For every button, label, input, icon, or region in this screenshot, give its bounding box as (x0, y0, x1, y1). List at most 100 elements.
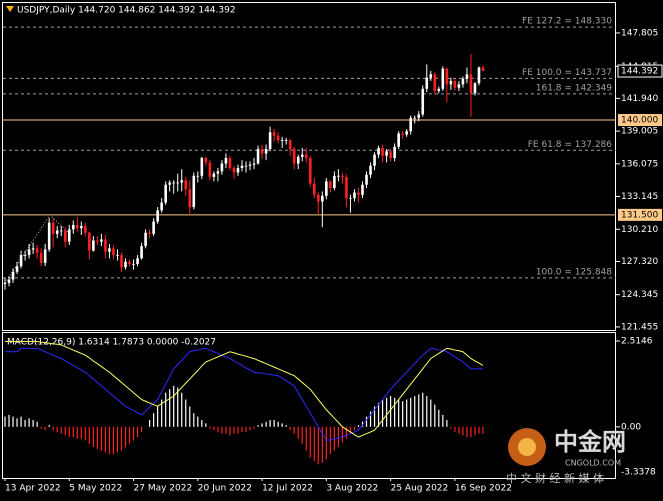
candle-body (184, 180, 188, 190)
candle-body (397, 133, 400, 147)
candle-body (152, 221, 155, 234)
candle-body (224, 157, 228, 164)
candle-body (51, 222, 55, 234)
candle-body (35, 248, 39, 253)
candle-body (120, 255, 123, 268)
candle-body (401, 133, 404, 135)
candle-body (317, 194, 320, 202)
candle-body (43, 249, 47, 263)
current-price-label: 144.392 (621, 67, 658, 77)
candle-body (67, 229, 71, 242)
candle-body (353, 192, 356, 199)
symbol-icon (6, 6, 14, 12)
x-tick-label: 27 May 2022 (134, 484, 193, 494)
candle-body (333, 175, 336, 189)
candle-body (63, 230, 67, 242)
x-tick-label: 13 Apr 2022 (5, 484, 61, 494)
candle-body (108, 248, 111, 252)
candle-body (148, 232, 151, 234)
candle-body (71, 224, 75, 230)
candle-body (300, 154, 304, 157)
candle-body (196, 175, 200, 177)
candle-body (437, 88, 441, 92)
candle-body (421, 88, 425, 115)
candle-body (216, 171, 220, 174)
candle-body (405, 131, 408, 135)
candle-body (168, 182, 171, 185)
candle-body (357, 192, 360, 195)
candle-body (100, 239, 103, 242)
x-tick-label: 12 Jul 2022 (262, 484, 313, 494)
candle-body (465, 74, 469, 79)
candle-body (256, 149, 260, 164)
current-price-box (617, 64, 663, 78)
candle-body (176, 182, 180, 184)
y-tick-label: 141.940 (621, 94, 658, 104)
candle-body (232, 168, 236, 173)
watermark-logo-core (518, 438, 536, 456)
y-tick-label: 0.00 (621, 422, 641, 432)
candle-body (19, 255, 23, 267)
candle-body (292, 149, 296, 164)
candle-body (296, 156, 300, 164)
candle-body (164, 184, 167, 203)
candle-body (31, 248, 35, 250)
candle-body (329, 181, 332, 189)
candle-body (104, 239, 107, 252)
level-price-label: 140.000 (621, 116, 658, 126)
candle-body (284, 140, 288, 141)
candle-body (385, 151, 388, 156)
candle-body (276, 135, 280, 141)
candle-body (132, 263, 135, 265)
candle-body (27, 249, 31, 256)
candle-body (212, 173, 216, 177)
y-bottom-label: -3.3378 (621, 468, 656, 478)
candle-body (365, 174, 368, 185)
y-tick-label: 2.5146 (621, 337, 653, 347)
candle-body (128, 261, 131, 264)
candle-body (39, 252, 43, 263)
watermark-site: CNGOLD.COM (565, 459, 621, 468)
candle-body (3, 282, 7, 285)
candle-body (88, 232, 91, 251)
level-price-box (618, 114, 662, 127)
candle-body (140, 246, 143, 259)
x-tick-label: 5 May 2022 (69, 484, 122, 494)
candle-body (15, 266, 19, 272)
candle-body (429, 74, 433, 78)
candle-body (228, 157, 232, 169)
watermark-brand: 中金网 (554, 428, 626, 456)
candle-body (124, 261, 127, 268)
candle-body (389, 151, 392, 158)
candle-body (393, 146, 396, 158)
level-label: FE 61.8 = 137.286 (528, 140, 613, 150)
candle-body (7, 279, 11, 283)
y-tick-label: 130.210 (621, 225, 658, 235)
level-price-label: 131.500 (621, 210, 658, 220)
level-label: FE 100.0 = 143.737 (522, 68, 612, 78)
y-tick-label: 127.320 (621, 257, 658, 267)
candle-body (417, 114, 421, 118)
candle-body (425, 77, 429, 89)
y-tick-label: 121.455 (621, 322, 658, 332)
candle-body (200, 157, 204, 176)
candle-body (369, 165, 372, 175)
candle-body (236, 168, 240, 173)
price-pane-frame (2, 2, 616, 331)
x-tick-label: 16 Sep 2022 (455, 484, 512, 494)
candle-body (252, 163, 256, 165)
candle-body (23, 255, 27, 256)
candle-body (192, 175, 196, 208)
candle-body (172, 182, 176, 184)
candle-body (433, 74, 437, 92)
candle-body (449, 80, 453, 85)
candle-body (280, 140, 284, 141)
candle-body (461, 78, 465, 85)
macd-line (5, 347, 483, 442)
candle-body (477, 67, 481, 84)
candle-body (59, 230, 63, 232)
candle-body (321, 195, 324, 202)
candle-body (248, 164, 252, 166)
candle-body (409, 117, 412, 132)
